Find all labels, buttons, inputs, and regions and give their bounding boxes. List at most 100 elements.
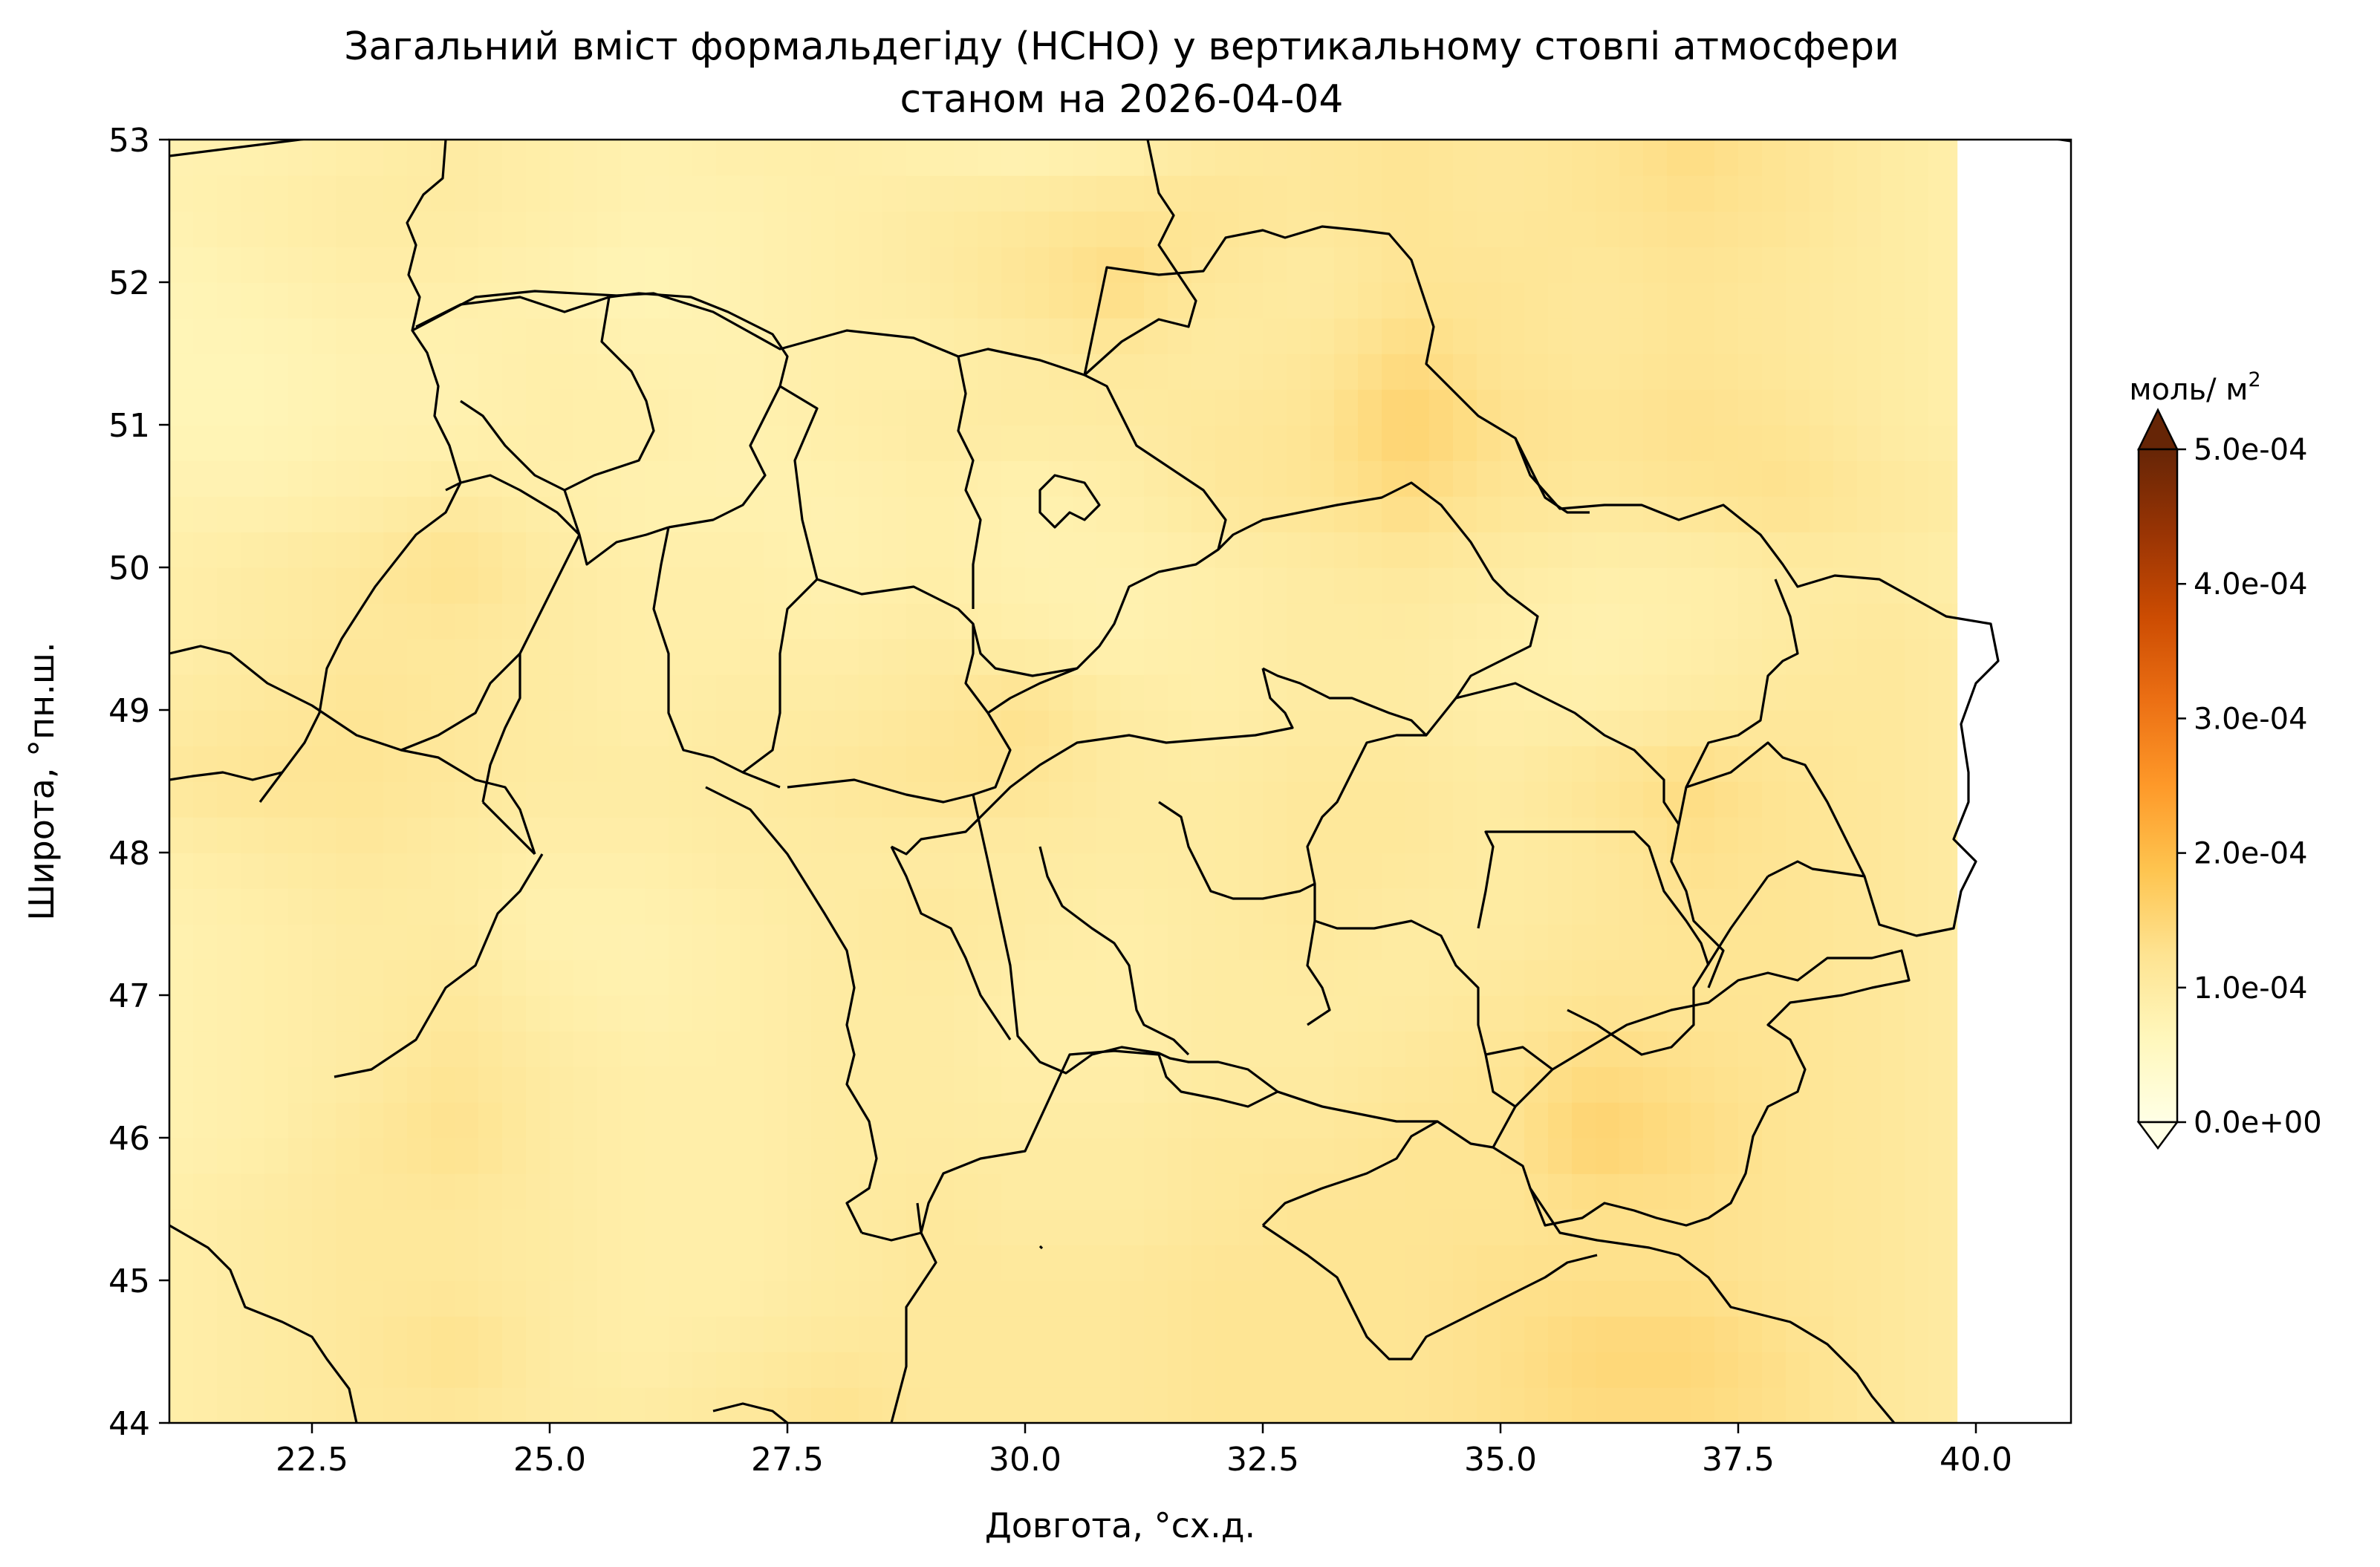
heatmap-cell (811, 1352, 836, 1388)
heatmap-cell (312, 1173, 336, 1210)
heatmap-cell (1215, 460, 1240, 497)
heatmap-cell (312, 211, 336, 247)
heatmap-cell (597, 1031, 622, 1067)
heatmap-cell (1928, 389, 1953, 426)
heatmap-cell (1049, 354, 1073, 390)
heatmap-cell (502, 532, 527, 568)
heatmap-cell (859, 960, 883, 996)
heatmap-cell (1120, 496, 1145, 532)
x-tick-label: 25.0 (513, 1441, 586, 1479)
heatmap-cell (1667, 710, 1691, 746)
heatmap-cell (1596, 1387, 1620, 1423)
heatmap-cell (288, 389, 313, 426)
heatmap-cell (954, 1387, 978, 1423)
heatmap-cell (597, 532, 622, 568)
heatmap-cell (906, 603, 931, 639)
heatmap-cell (1928, 496, 1953, 532)
heatmap-cell (169, 960, 194, 996)
heatmap-cell (1239, 888, 1264, 925)
heatmap-cell (740, 960, 764, 996)
heatmap-cell (1191, 1352, 1216, 1388)
heatmap-cell (1619, 354, 1644, 390)
heatmap-cell (1405, 211, 1430, 247)
heatmap-cell (787, 960, 812, 996)
heatmap-cell (1429, 1209, 1454, 1245)
heatmap-cell (716, 1031, 741, 1067)
heatmap-cell (1548, 1316, 1573, 1352)
heatmap-cell (1572, 639, 1596, 675)
heatmap-cell (1025, 1066, 1050, 1103)
heatmap-cell (1619, 1102, 1644, 1138)
heatmap-cell (669, 175, 693, 212)
heatmap-cell (1073, 1173, 1097, 1210)
heatmap-cell (669, 888, 693, 925)
heatmap-cell (716, 888, 741, 925)
heatmap-cell (1667, 140, 1691, 176)
heatmap-cell (1287, 175, 1311, 212)
heatmap-cell (1738, 389, 1763, 426)
heatmap-cell (288, 1173, 313, 1210)
heatmap-cell (1191, 924, 1216, 960)
heatmap-cell (193, 247, 218, 283)
heatmap-cell (1405, 1280, 1430, 1317)
heatmap-cell (336, 1138, 360, 1174)
heatmap-cell (288, 211, 313, 247)
heatmap-cell (1429, 460, 1454, 497)
heatmap-cell (550, 746, 574, 782)
heatmap-cell (859, 425, 883, 461)
heatmap-cell (1833, 674, 1858, 711)
heatmap-cell (954, 1102, 978, 1138)
heatmap-cell (1073, 888, 1097, 925)
heatmap-cell (1073, 140, 1097, 176)
heatmap-cell (1096, 924, 1121, 960)
heatmap-cell (1833, 1387, 1858, 1423)
heatmap-cell (621, 1387, 646, 1423)
heatmap-cell (621, 888, 646, 925)
heatmap-cell (882, 460, 907, 497)
heatmap-cell (1239, 1138, 1264, 1174)
heatmap-cell (407, 1173, 432, 1210)
heatmap-cell (906, 460, 931, 497)
heatmap-cell (1025, 425, 1050, 461)
heatmap-cell (1358, 1352, 1382, 1388)
heatmap-cell (692, 532, 717, 568)
heatmap-cell (1263, 1280, 1287, 1317)
heatmap-cell (1191, 1102, 1216, 1138)
heatmap-cell (526, 247, 550, 283)
heatmap-cell (312, 888, 336, 925)
heatmap-cell (526, 1209, 550, 1245)
heatmap-cell (740, 924, 764, 960)
heatmap-cell (1691, 567, 1715, 604)
heatmap-cell (978, 282, 1002, 319)
heatmap-cell (169, 460, 194, 497)
heatmap-cell (1810, 140, 1834, 176)
heatmap-cell (1049, 175, 1073, 212)
heatmap-cell (859, 496, 883, 532)
heatmap-cell (1524, 425, 1549, 461)
heatmap-cell (787, 1316, 812, 1352)
heatmap-cell (1905, 1245, 1929, 1281)
heatmap-cell (1667, 1066, 1691, 1103)
heatmap-cell (1405, 781, 1430, 818)
heatmap-cell (1001, 425, 1026, 461)
borders-layer (169, 140, 2071, 1423)
heatmap-cell (1168, 175, 1192, 212)
heatmap-cell (1358, 354, 1382, 390)
heatmap-cell (217, 960, 241, 996)
heatmap-cell (1191, 425, 1216, 461)
heatmap-cell (383, 460, 408, 497)
heatmap-cell (383, 674, 408, 711)
heatmap-cell (882, 674, 907, 711)
heatmap-cell (526, 532, 550, 568)
heatmap-cell (1453, 496, 1477, 532)
heatmap-cell (1096, 1352, 1121, 1388)
heatmap-cell (1049, 140, 1073, 176)
heatmap-cell (1596, 211, 1620, 247)
colorbar-tick-label: 2.0e-04 (2194, 837, 2308, 871)
heatmap-cell (1905, 460, 1929, 497)
heatmap-cell (550, 532, 574, 568)
heatmap-cell (573, 1066, 598, 1103)
heatmap-cell (431, 1280, 455, 1317)
heatmap-cell (1762, 1173, 1786, 1210)
heatmap-cell (1572, 1102, 1596, 1138)
